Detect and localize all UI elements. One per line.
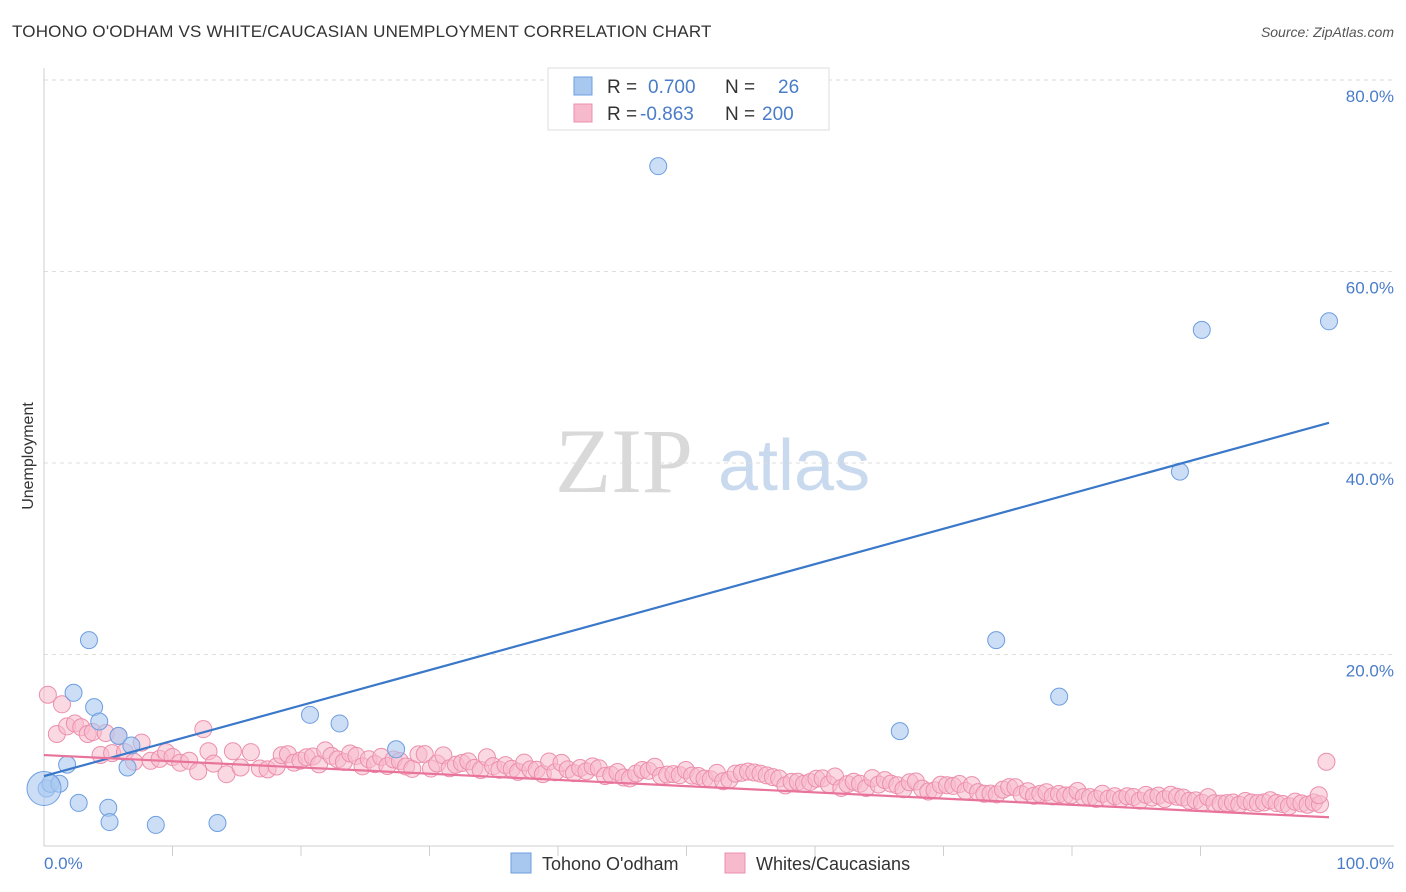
legend-swatch-pink — [573, 103, 593, 123]
grid — [44, 79, 1394, 655]
point-tohono-oodham — [100, 813, 119, 832]
point-whites-caucasians — [223, 742, 242, 761]
legend-n-value-2: 200 — [762, 104, 794, 125]
point-tohono-oodham — [890, 722, 909, 741]
source-label: Source: ZipAtlas.com — [1260, 24, 1394, 40]
point-whites-caucasians — [241, 743, 260, 762]
point-tohono-oodham — [1192, 320, 1211, 339]
point-whites-caucasians — [1309, 786, 1328, 805]
legend-box — [547, 67, 830, 131]
point-whites-caucasians — [52, 695, 71, 714]
y-axis-title: Unemployment — [20, 402, 37, 510]
legend-swatch-blue — [573, 76, 593, 96]
watermark-atlas: atlas — [718, 426, 870, 506]
legend-r-value-2: -0.863 — [640, 104, 694, 125]
series-legend-swatch-pink — [724, 852, 746, 874]
y-tick-label: 20.0% — [1346, 662, 1394, 681]
point-tohono-oodham — [118, 758, 137, 777]
point-tohono-oodham — [90, 712, 109, 731]
point-tohono-oodham — [109, 726, 128, 745]
legend-r-label-1: R = — [607, 77, 637, 98]
point-tohono-oodham — [1320, 312, 1338, 331]
legend-r-value-1: 0.700 — [648, 77, 696, 98]
x-tick-label: 100.0% — [1336, 854, 1394, 873]
point-tohono-oodham — [330, 714, 349, 733]
point-tohono-oodham-large — [26, 771, 62, 807]
trend-line-whites-caucasians — [43, 753, 1330, 819]
point-tohono-oodham — [649, 157, 668, 176]
point-tohono-oodham — [300, 705, 319, 724]
trend-lines — [43, 421, 1330, 819]
correlation-legend: R = 0.700 N = 26 R = -0.863 N = 200 — [547, 67, 830, 131]
y-tick-label: 40.0% — [1346, 470, 1394, 489]
point-tohono-oodham — [987, 631, 1006, 650]
point-whites-caucasians — [231, 758, 250, 777]
chart-title: TOHONO O'ODHAM VS WHITE/CAUCASIAN UNEMPL… — [12, 22, 712, 41]
point-tohono-oodham — [1050, 687, 1069, 706]
y-tick-label: 80.0% — [1346, 87, 1394, 106]
watermark-zip: ZIP — [555, 410, 693, 512]
point-whites-caucasians — [194, 720, 213, 739]
legend-n-value-1: 26 — [778, 77, 799, 98]
point-whites-caucasians — [38, 685, 57, 704]
x-tick-label: 0.0% — [44, 854, 83, 873]
y-tick-label: 60.0% — [1346, 279, 1394, 298]
point-tohono-oodham — [122, 736, 141, 755]
series-legend-label-pink: Whites/Caucasians — [756, 854, 910, 874]
tohono-oodham-points — [26, 157, 1338, 834]
point-tohono-oodham — [387, 740, 406, 759]
axes — [43, 68, 1394, 847]
point-tohono-oodham — [79, 631, 98, 650]
whites-caucasians-points — [38, 685, 1336, 816]
series-legend-swatch-blue — [510, 852, 532, 874]
legend-r-label-2: R = — [607, 104, 637, 125]
series-legend-label-blue: Tohono O'odham — [542, 854, 679, 874]
legend-n-label-1: N = — [725, 77, 755, 98]
point-tohono-oodham — [64, 683, 83, 702]
point-whites-caucasians — [1317, 752, 1336, 771]
point-whites-caucasians — [189, 762, 208, 781]
trend-line-tohono-oodham — [43, 421, 1330, 778]
point-tohono-oodham — [146, 815, 165, 834]
series-legend: Tohono O'odham Whites/Caucasians — [510, 852, 910, 874]
ticks: 0.0% 100.0% 20.0% 40.0% 60.0% 80.0% — [44, 87, 1394, 873]
point-tohono-oodham — [69, 793, 88, 812]
point-tohono-oodham — [208, 814, 227, 833]
legend-n-label-2: N = — [725, 104, 755, 125]
